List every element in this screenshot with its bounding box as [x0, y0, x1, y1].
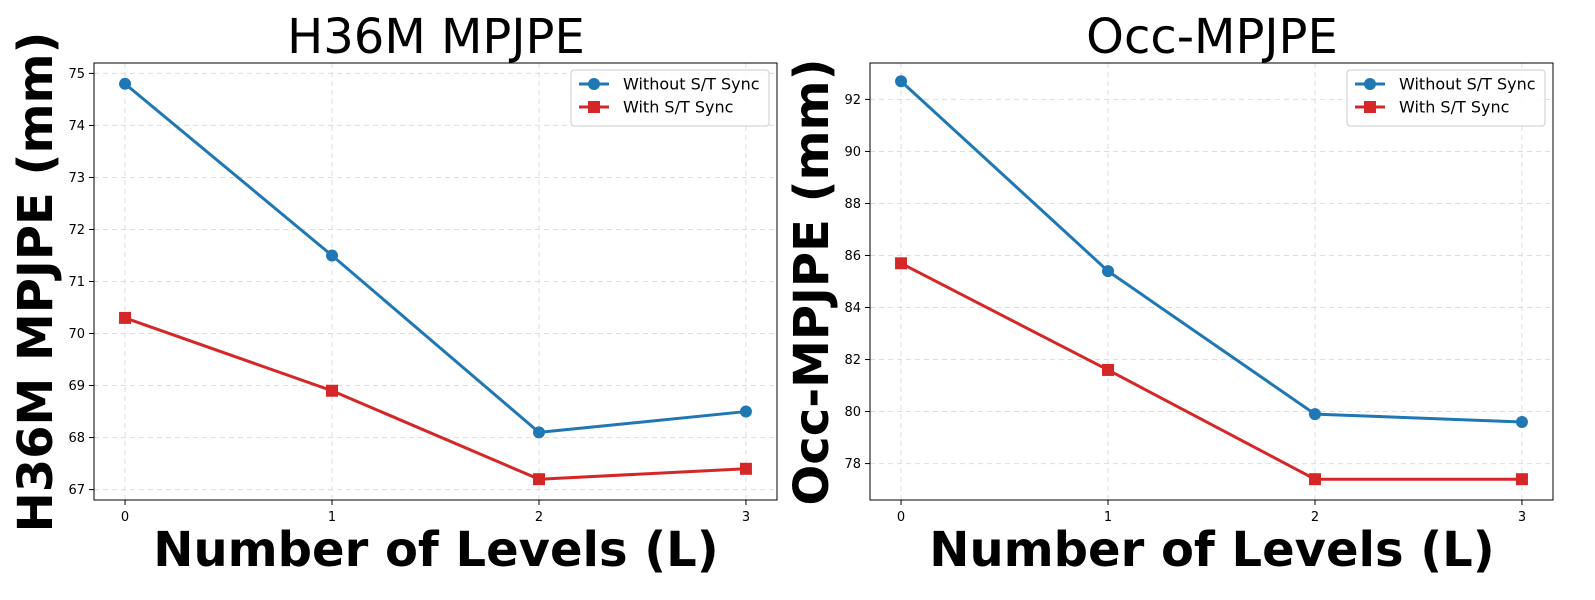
data-point-circle [895, 75, 908, 88]
x-tick-label: 2 [535, 510, 543, 525]
x-axis-label: Number of Levels (L) [153, 522, 718, 578]
data-point-square [119, 311, 132, 324]
x-tick-label: 3 [1518, 510, 1526, 525]
legend: Without S/T Sync With S/T Sync [570, 69, 770, 127]
data-point-circle [1308, 408, 1321, 421]
series-layer [895, 75, 1528, 486]
y-axis-label: Occ-MPJPE (mm) [784, 58, 840, 505]
legend-box [570, 69, 770, 127]
y-tick-label: 78 [844, 457, 861, 472]
data-point-circle [1102, 265, 1115, 278]
y-tick-label: 88 [844, 197, 861, 212]
data-point-circle [532, 426, 545, 439]
data-point-square [739, 462, 752, 475]
legend-label-without-sync: Without S/T Sync [623, 75, 760, 94]
data-point-square [532, 473, 545, 486]
y-tick-label: 72 [68, 223, 85, 238]
legend-label-without-sync: Without S/T Sync [1399, 75, 1536, 94]
legend: Without S/T Sync With S/T Sync [1346, 69, 1546, 127]
y-tick-label: 71 [68, 275, 85, 290]
series-line-without-sync [900, 80, 1523, 424]
y-tick-label: 80 [844, 405, 861, 420]
x-tick-label: 1 [1104, 510, 1112, 525]
x-tick-label: 0 [121, 510, 129, 525]
legend-label-with-sync: With S/T Sync [623, 98, 733, 117]
series-line-with-sync [124, 316, 747, 481]
chart-panel-h36m: H36M MPJPE 67 68 69 70 71 72 73 74 75 0 1 2 3 Withou… [8, 9, 778, 578]
x-tick-label: 0 [897, 510, 905, 525]
x-tick-label: 2 [1311, 510, 1319, 525]
y-tick-label: 92 [844, 93, 861, 108]
y-tick-label: 73 [68, 171, 85, 186]
data-point-circle [739, 405, 752, 418]
y-tick-label: 82 [844, 353, 861, 368]
legend-marker-circle [588, 78, 600, 90]
y-tick-label: 69 [68, 379, 85, 394]
y-tick-label: 84 [844, 301, 861, 316]
plot-frame [869, 62, 1554, 501]
series-line-with-sync [900, 261, 1522, 481]
x-tick-label: 3 [742, 510, 750, 525]
y-tick-label: 74 [68, 119, 85, 134]
data-point-circle [119, 77, 132, 90]
legend-marker-square [1364, 101, 1376, 113]
y-tick-label: 68 [68, 431, 85, 446]
series-line-without-sync [124, 82, 747, 434]
y-axis-label: H36M MPJPE (mm) [8, 32, 64, 533]
data-point-square [326, 384, 339, 397]
legend-box [1346, 69, 1546, 127]
chart-title: Occ-MPJPE [1086, 9, 1338, 65]
data-point-square [1515, 473, 1528, 486]
legend-label-with-sync: With S/T Sync [1399, 98, 1509, 117]
y-tick-label: 90 [844, 145, 861, 160]
y-tick-label: 75 [68, 67, 85, 82]
grid [870, 63, 1553, 500]
series-layer [119, 77, 752, 486]
chart-title: H36M MPJPE [287, 9, 585, 65]
data-point-square [1102, 363, 1115, 376]
data-point-square [1308, 473, 1321, 486]
data-point-circle [1515, 415, 1528, 428]
chart-panel-occ: Occ-MPJPE 78 80 82 84 86 88 90 92 0 1 2 3 Without S… [784, 9, 1554, 578]
x-axis-label: Number of Levels (L) [929, 522, 1494, 578]
legend-marker-square [588, 101, 600, 113]
data-point-circle [326, 249, 339, 262]
ticks: 78 80 82 84 86 88 90 92 0 1 2 3 [844, 93, 1526, 525]
y-tick-label: 70 [68, 327, 85, 342]
y-tick-label: 86 [844, 249, 861, 264]
x-tick-label: 1 [328, 510, 336, 525]
ticks: 67 68 69 70 71 72 73 74 75 0 1 2 3 [68, 67, 750, 525]
y-tick-label: 67 [68, 483, 85, 498]
data-point-square [895, 257, 908, 270]
legend-marker-circle [1364, 78, 1376, 90]
